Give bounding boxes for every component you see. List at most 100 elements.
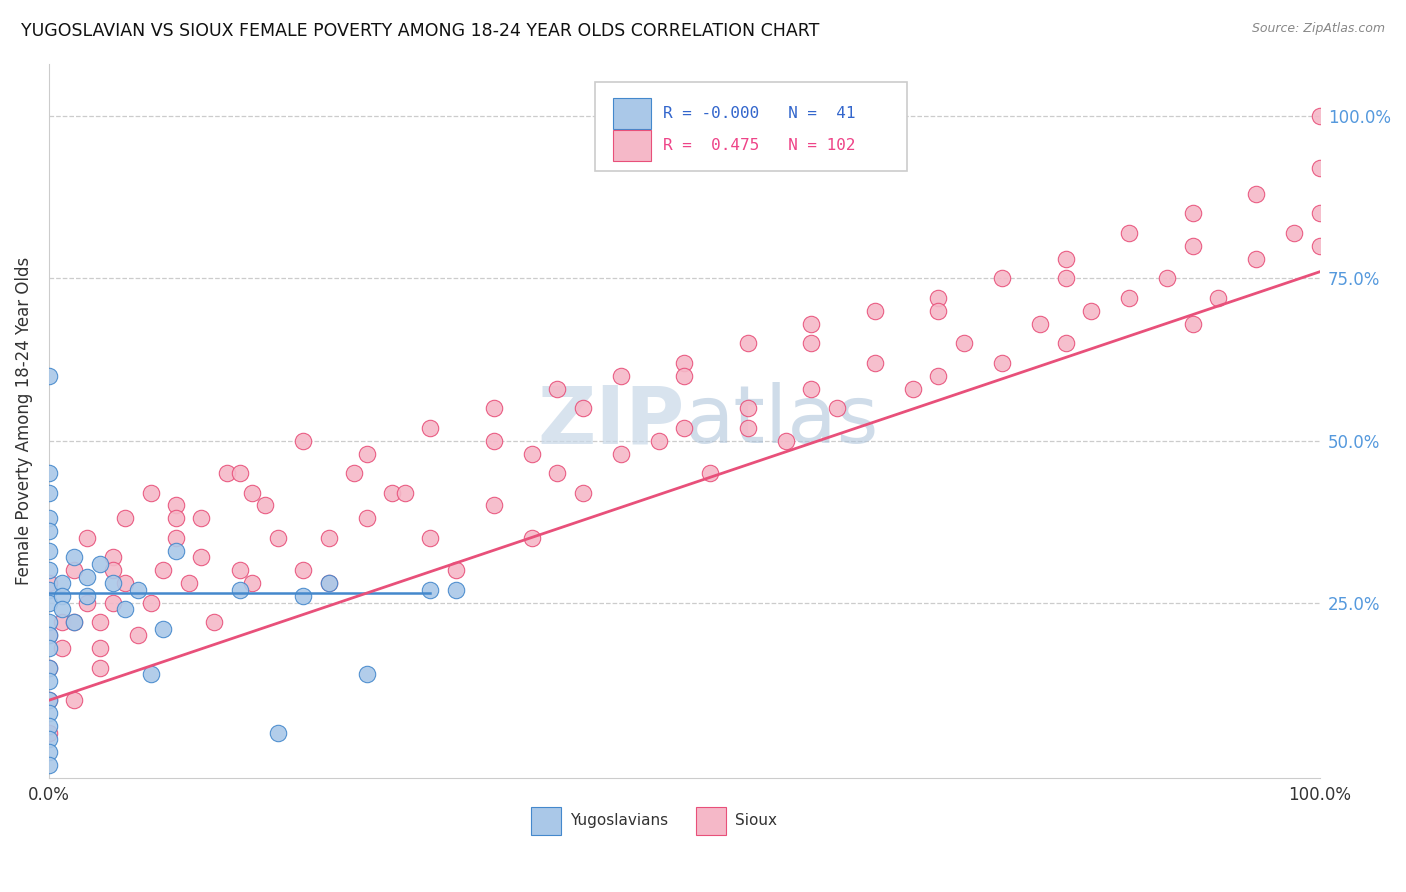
- Point: [482, 499, 505, 513]
- Point: [927, 291, 949, 305]
- Point: [38, 719, 60, 733]
- Point: [292, 434, 315, 448]
- Text: R =  0.475   N = 102: R = 0.475 N = 102: [662, 138, 855, 153]
- Text: Yugoslavians: Yugoslavians: [569, 814, 668, 829]
- Text: Sioux: Sioux: [735, 814, 778, 829]
- Point: [114, 576, 136, 591]
- Point: [114, 602, 136, 616]
- Point: [38, 368, 60, 383]
- Point: [1309, 161, 1331, 175]
- Point: [901, 382, 924, 396]
- Point: [51, 602, 73, 616]
- Point: [1284, 226, 1306, 240]
- Point: [356, 511, 378, 525]
- Point: [240, 576, 263, 591]
- Point: [648, 434, 671, 448]
- Point: [1054, 271, 1077, 285]
- Point: [927, 303, 949, 318]
- Point: [863, 303, 886, 318]
- Point: [482, 401, 505, 416]
- Y-axis label: Female Poverty Among 18-24 Year Olds: Female Poverty Among 18-24 Year Olds: [15, 257, 32, 585]
- Point: [546, 382, 568, 396]
- Point: [38, 628, 60, 642]
- Point: [953, 336, 976, 351]
- Point: [1309, 239, 1331, 253]
- Point: [737, 336, 759, 351]
- Point: [800, 317, 823, 331]
- FancyBboxPatch shape: [696, 807, 727, 835]
- Point: [38, 628, 60, 642]
- Point: [546, 466, 568, 480]
- Text: atlas: atlas: [685, 382, 879, 460]
- Point: [1244, 252, 1267, 266]
- Point: [267, 531, 290, 545]
- Point: [177, 576, 200, 591]
- Point: [1156, 271, 1178, 285]
- Point: [1080, 303, 1102, 318]
- Point: [89, 661, 111, 675]
- Point: [253, 499, 276, 513]
- Point: [38, 693, 60, 707]
- Point: [419, 582, 441, 597]
- Point: [76, 590, 98, 604]
- Point: [1309, 206, 1331, 220]
- Point: [610, 446, 633, 460]
- Point: [63, 615, 86, 630]
- Point: [318, 531, 340, 545]
- Point: [520, 446, 543, 460]
- Point: [76, 531, 98, 545]
- Point: [394, 485, 416, 500]
- Point: [571, 401, 593, 416]
- Point: [139, 596, 162, 610]
- Point: [51, 641, 73, 656]
- Point: [1244, 186, 1267, 201]
- Point: [1206, 291, 1229, 305]
- Point: [190, 550, 212, 565]
- Point: [228, 466, 250, 480]
- Point: [381, 485, 404, 500]
- Point: [38, 693, 60, 707]
- Point: [51, 615, 73, 630]
- Point: [51, 576, 73, 591]
- FancyBboxPatch shape: [595, 82, 907, 171]
- Point: [38, 563, 60, 577]
- Point: [152, 622, 174, 636]
- Point: [38, 615, 60, 630]
- Point: [356, 667, 378, 681]
- Point: [38, 582, 60, 597]
- Point: [165, 544, 187, 558]
- Point: [101, 550, 124, 565]
- Point: [202, 615, 225, 630]
- Point: [673, 368, 696, 383]
- Point: [419, 531, 441, 545]
- Point: [165, 499, 187, 513]
- Point: [520, 531, 543, 545]
- Point: [991, 271, 1014, 285]
- Point: [89, 557, 111, 571]
- Point: [444, 563, 467, 577]
- Point: [1118, 291, 1140, 305]
- Point: [139, 667, 162, 681]
- Point: [318, 576, 340, 591]
- Point: [127, 582, 149, 597]
- Point: [292, 590, 315, 604]
- Point: [699, 466, 721, 480]
- Point: [673, 420, 696, 434]
- Point: [139, 485, 162, 500]
- Point: [101, 563, 124, 577]
- Point: [1054, 336, 1077, 351]
- Point: [215, 466, 238, 480]
- Point: [38, 732, 60, 747]
- Point: [38, 596, 60, 610]
- Point: [38, 524, 60, 539]
- Point: [38, 706, 60, 721]
- Point: [101, 576, 124, 591]
- Point: [318, 576, 340, 591]
- Point: [1181, 239, 1204, 253]
- Point: [38, 511, 60, 525]
- Point: [89, 641, 111, 656]
- Point: [267, 725, 290, 739]
- Point: [38, 661, 60, 675]
- Point: [825, 401, 848, 416]
- Point: [863, 356, 886, 370]
